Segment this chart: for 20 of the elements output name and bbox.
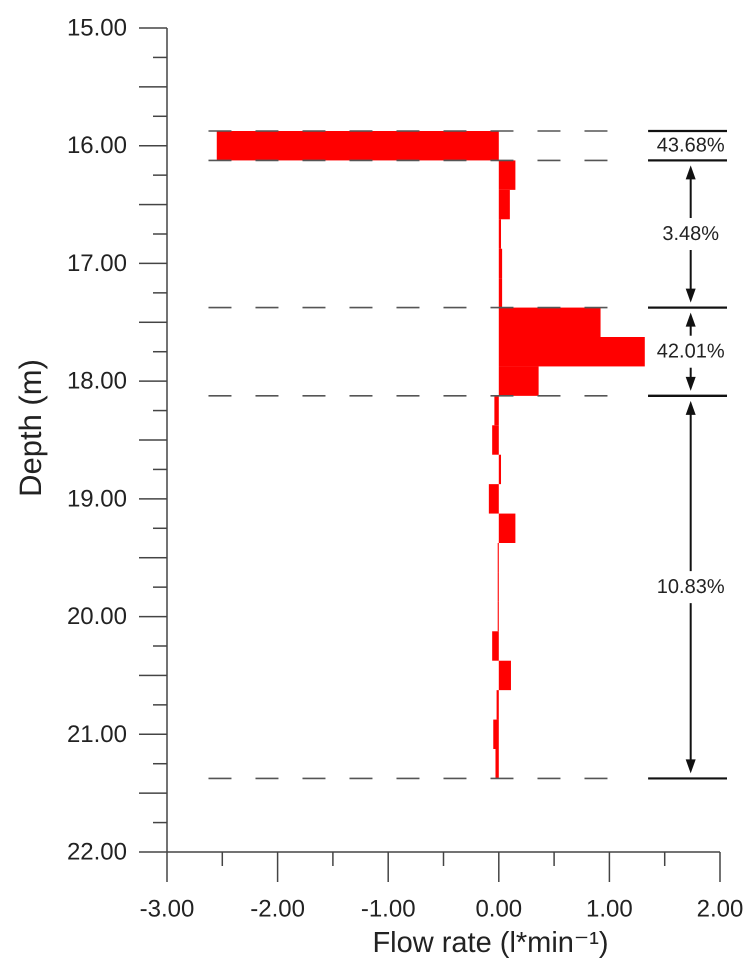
- y-tick-label: 19.00: [66, 485, 127, 512]
- x-tick-label: -1.00: [360, 896, 416, 922]
- y-tick-label: 21.00: [66, 720, 127, 748]
- x-tick-label: -3.00: [140, 896, 194, 922]
- x-tick-label: -2.00: [250, 896, 305, 922]
- annotation: 42.01%: [656, 340, 725, 363]
- x-tick-label: 0.00: [475, 896, 522, 922]
- y-tick-label: 17.00: [66, 250, 127, 277]
- annotation: 10.83%: [656, 576, 725, 598]
- y-tick-label: 16.00: [66, 132, 127, 160]
- y-tick-label: 22.00: [66, 838, 127, 866]
- annotation: 3.48%: [662, 223, 720, 245]
- y-axis-title: Depth (m): [12, 359, 48, 497]
- y-tick-label: 20.00: [66, 603, 127, 630]
- x-tick-label: 1.00: [586, 896, 633, 922]
- annotation: 43.68%: [656, 134, 725, 157]
- y-tick-label: 18.00: [66, 368, 127, 395]
- y-tick-label: 15.00: [66, 14, 127, 42]
- x-axis-title: Flow rate (l*min⁻¹): [372, 927, 609, 959]
- x-tick-label: 2.00: [696, 896, 744, 922]
